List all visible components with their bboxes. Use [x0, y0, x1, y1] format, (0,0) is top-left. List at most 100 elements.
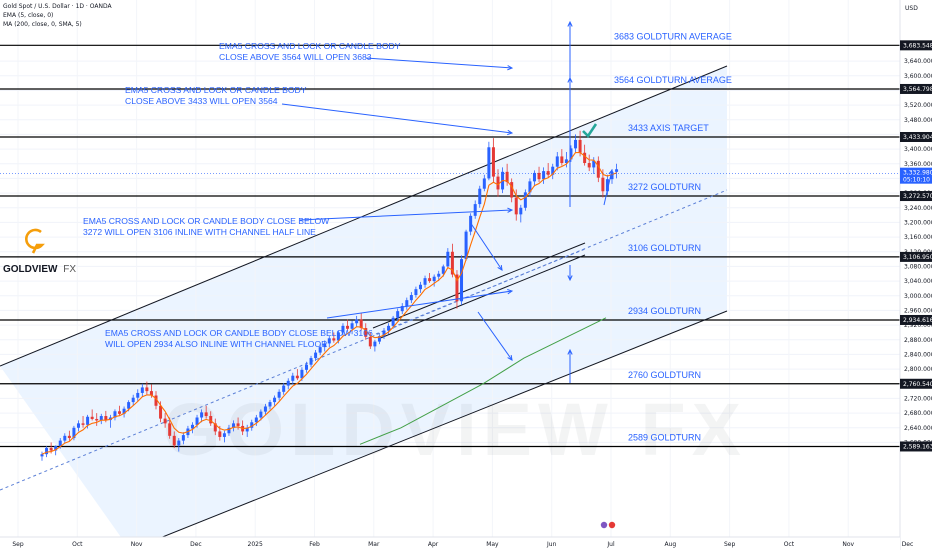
candle-body [172, 435, 176, 446]
candle-body [181, 435, 185, 441]
candle-body [578, 139, 582, 153]
level-badge [900, 251, 932, 262]
event-icons [600, 521, 616, 529]
candle-body [81, 423, 85, 425]
price-tick-label: 2,640.000 [904, 425, 932, 432]
price-tick-label: 3,040.000 [904, 278, 932, 285]
candle-body [49, 447, 53, 451]
grid [0, 0, 908, 537]
arrow-note-1 [365, 57, 514, 71]
price-tick-label: 3,520.000 [904, 102, 932, 109]
candle [373, 339, 377, 352]
ema-indicator-label[interactable]: EMA (5, close, 0) [3, 12, 54, 19]
candle [455, 270, 459, 309]
candle-body [564, 159, 568, 164]
price-axis[interactable]: 3,640.0003,600.0003,560.0003,520.0003,48… [899, 0, 932, 550]
candle-body [177, 440, 181, 446]
level-label: 3272 GOLDTURN [628, 182, 701, 192]
candle [140, 383, 144, 397]
price-tick-label: 3,480.000 [904, 117, 932, 124]
candle-body [409, 295, 413, 301]
arrow-head [507, 65, 514, 71]
current-price-countdown: 05:10:10 [903, 177, 930, 184]
symbol-title[interactable]: Gold Spot / U.S. Dollar · 1D · OANDA [3, 3, 112, 10]
arrow-shaft [365, 57, 513, 69]
candle [81, 416, 85, 428]
channel-lower-line [129, 310, 728, 550]
candle-body [537, 172, 541, 180]
level-label: 2760 GOLDTURN [628, 370, 701, 380]
candle-body [528, 181, 532, 193]
candle [282, 383, 286, 395]
candle [432, 274, 436, 287]
candle-body [455, 274, 459, 302]
candle [286, 378, 290, 390]
arrow-head [507, 207, 514, 213]
level-badge [900, 441, 932, 452]
candle [40, 451, 44, 461]
candle [405, 297, 409, 310]
candle [491, 138, 495, 183]
level-labels: 3683 GOLDTURN AVERAGE 3564 GOLDTURN AVERA… [614, 31, 732, 442]
candle-body [163, 418, 167, 424]
candle [428, 273, 432, 283]
candle [259, 409, 263, 421]
candle-body [314, 352, 318, 359]
candle [72, 425, 76, 441]
candle [190, 422, 194, 434]
annotation-line: WILL OPEN 2934 ALSO INLINE WITH CHANNEL … [105, 339, 327, 349]
candle [583, 144, 587, 166]
level-label: 3433 AXIS TARGET [628, 123, 709, 133]
time-tick-label: Sep [724, 541, 736, 548]
candle-body [327, 338, 331, 344]
candle-body [104, 416, 108, 421]
annotation-line: EMA5 CROSS AND LOCK OR CANDLE BODY CLOSE… [83, 216, 330, 226]
arrow-head [507, 289, 514, 295]
candle [245, 424, 249, 437]
candle-body [263, 406, 267, 412]
price-tick-label: 3,240.000 [904, 205, 932, 212]
candle-body [45, 447, 49, 455]
candle-body [113, 411, 117, 418]
level-badge [900, 132, 932, 142]
candle [487, 141, 491, 181]
level-label: 2934 GOLDTURN [628, 306, 701, 316]
ma-indicator-label[interactable]: MA (200, close, 0, SMA, 5) [3, 21, 82, 28]
candle-body [373, 341, 377, 347]
candle-body [309, 358, 313, 365]
candle-body [90, 416, 94, 419]
annotation-line: CLOSE ABOVE 3433 WILL OPEN 3564 [125, 96, 278, 106]
candle [309, 355, 313, 368]
level-label: 3683 GOLDTURN AVERAGE [614, 31, 732, 41]
candle-body [519, 207, 523, 215]
price-tick-label: 2,920.000 [904, 322, 932, 329]
time-tick-label: Jun [546, 541, 557, 548]
ema-5-line [41, 152, 617, 455]
annotation-line: EMA5 CROSS AND LOCK OR CANDLE BODY [125, 85, 307, 95]
arrow-head [567, 275, 573, 282]
candle-body [496, 176, 500, 190]
check-icon [582, 123, 598, 139]
arrow-up-recent [603, 168, 614, 206]
candle-body [532, 172, 536, 182]
candle-body [505, 171, 509, 183]
candle [596, 156, 600, 183]
candle-body [514, 197, 518, 215]
time-tick-label: Mar [368, 541, 380, 548]
candle [181, 432, 185, 445]
time-axis[interactable]: Sep Oct Nov Dec 2025 Feb Mar Apr May Jun Jul Aug Sep… [0, 536, 913, 550]
channel-mid-line [0, 189, 728, 491]
channel-fill [0, 66, 727, 550]
candle [574, 134, 578, 153]
candle [564, 152, 568, 168]
candle [546, 163, 550, 178]
candle [537, 166, 541, 183]
candle [295, 369, 299, 381]
candle-body [149, 391, 153, 396]
candle [587, 154, 591, 172]
candle-body [72, 427, 76, 439]
candle [318, 344, 322, 356]
level-label: 2589 GOLDTURN [628, 432, 701, 442]
candle [528, 178, 532, 197]
